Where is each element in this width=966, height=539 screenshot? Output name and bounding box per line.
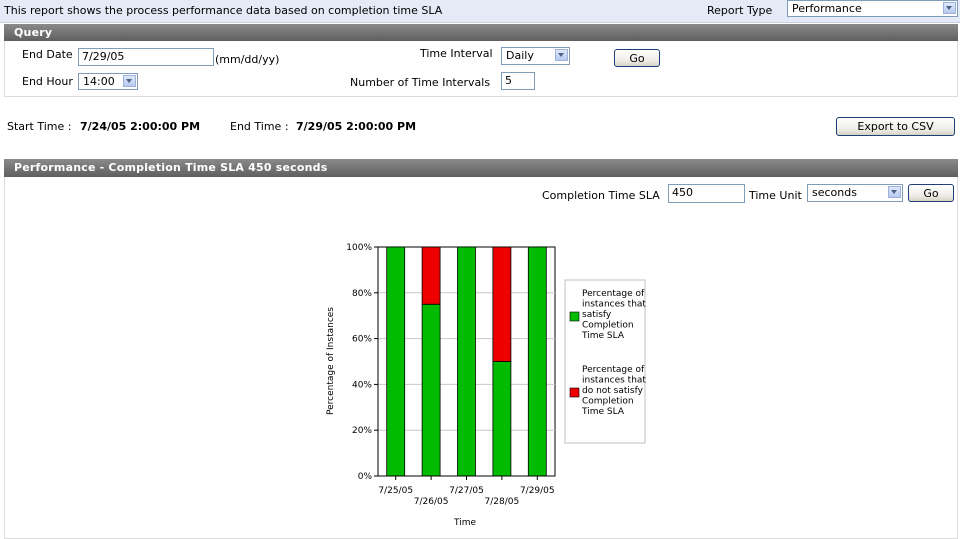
num-intervals-value: 5 (505, 74, 512, 87)
end-date-input[interactable]: 7/29/05 (78, 48, 214, 66)
legend-box (564, 279, 646, 444)
legend-entry: Percentage of instances that do not satisf… (581, 365, 646, 417)
bar-satisfy (527, 246, 547, 477)
report-type-label: Report Type (707, 4, 773, 17)
report-type-value: Performance (792, 2, 862, 15)
sla-input[interactable]: 450 (668, 184, 745, 203)
x-tick-label: 7/26/05 (414, 497, 449, 507)
chevron-down-icon (888, 186, 901, 198)
report-description: This report shows the process performanc… (4, 4, 443, 17)
x-tick-label: 7/25/05 (378, 486, 413, 496)
x-tick-label: 7/28/05 (485, 497, 520, 507)
legend-entry: Percentage of instances that satisfy Comple… (581, 289, 646, 341)
sla-label: Completion Time SLA (542, 189, 660, 202)
y-tick-label: 0% (358, 472, 373, 482)
bar-not-satisfy (421, 246, 441, 305)
end-date-hint: (mm/dd/yy) (215, 53, 280, 66)
end-date-value: 7/29/05 (82, 50, 125, 63)
chevron-down-icon (555, 49, 568, 61)
bar-satisfy (492, 361, 512, 477)
y-tick-label: 20% (352, 426, 372, 436)
end-time-label: End Time : (230, 120, 289, 133)
y-tick-label: 40% (352, 380, 372, 390)
x-tick-label: 7/29/05 (520, 486, 555, 496)
legend-swatch-not-satisfy (569, 387, 580, 398)
time-unit-label: Time Unit (749, 189, 802, 202)
performance-go-button[interactable]: Go (908, 184, 954, 202)
end-hour-select[interactable]: 14:00 (78, 73, 138, 90)
start-time-value: 7/24/05 2:00:00 PM (80, 120, 201, 133)
time-unit-value: seconds (812, 186, 857, 199)
y-tick-label: 80% (352, 289, 372, 299)
performance-title: Performance - Completion Time SLA 450 se… (14, 161, 328, 174)
end-time-value: 7/29/05 2:00:00 PM (296, 120, 417, 133)
time-interval-value: Daily (506, 49, 534, 62)
end-hour-value: 14:00 (83, 75, 115, 88)
time-interval-select[interactable]: Daily (501, 47, 570, 65)
chevron-down-icon (123, 75, 136, 87)
bar-not-satisfy (492, 246, 512, 362)
num-intervals-label: Number of Time Intervals (350, 76, 491, 89)
sla-value: 450 (672, 186, 693, 199)
bar-satisfy (457, 246, 476, 477)
chevron-down-icon (943, 2, 956, 14)
legend-swatch-satisfy (569, 311, 580, 322)
query-panel (4, 41, 958, 97)
x-axis-label: Time (453, 518, 476, 528)
end-hour-label: End Hour (22, 75, 73, 88)
time-interval-label: Time Interval (420, 47, 493, 60)
report-type-select[interactable]: Performance (787, 0, 958, 17)
y-tick-label: 60% (352, 335, 372, 345)
y-axis-label: Percentage of Instances (326, 307, 336, 415)
query-go-button[interactable]: Go (614, 49, 660, 67)
y-tick-label: 100% (346, 243, 372, 253)
end-date-label: End Date (22, 48, 73, 61)
bar-satisfy (421, 303, 441, 477)
query-section-header: Query (4, 24, 958, 41)
export-csv-button[interactable]: Export to CSV (836, 117, 955, 136)
query-title: Query (14, 26, 53, 39)
time-unit-select[interactable]: seconds (807, 184, 903, 202)
x-tick-label: 7/27/05 (449, 486, 484, 496)
start-time-label: Start Time : (7, 120, 72, 133)
num-intervals-input[interactable]: 5 (501, 72, 535, 90)
performance-section-header: Performance - Completion Time SLA 450 se… (4, 159, 958, 177)
bar-satisfy (386, 246, 406, 477)
report-header-bar: This report shows the process performanc… (0, 0, 960, 23)
